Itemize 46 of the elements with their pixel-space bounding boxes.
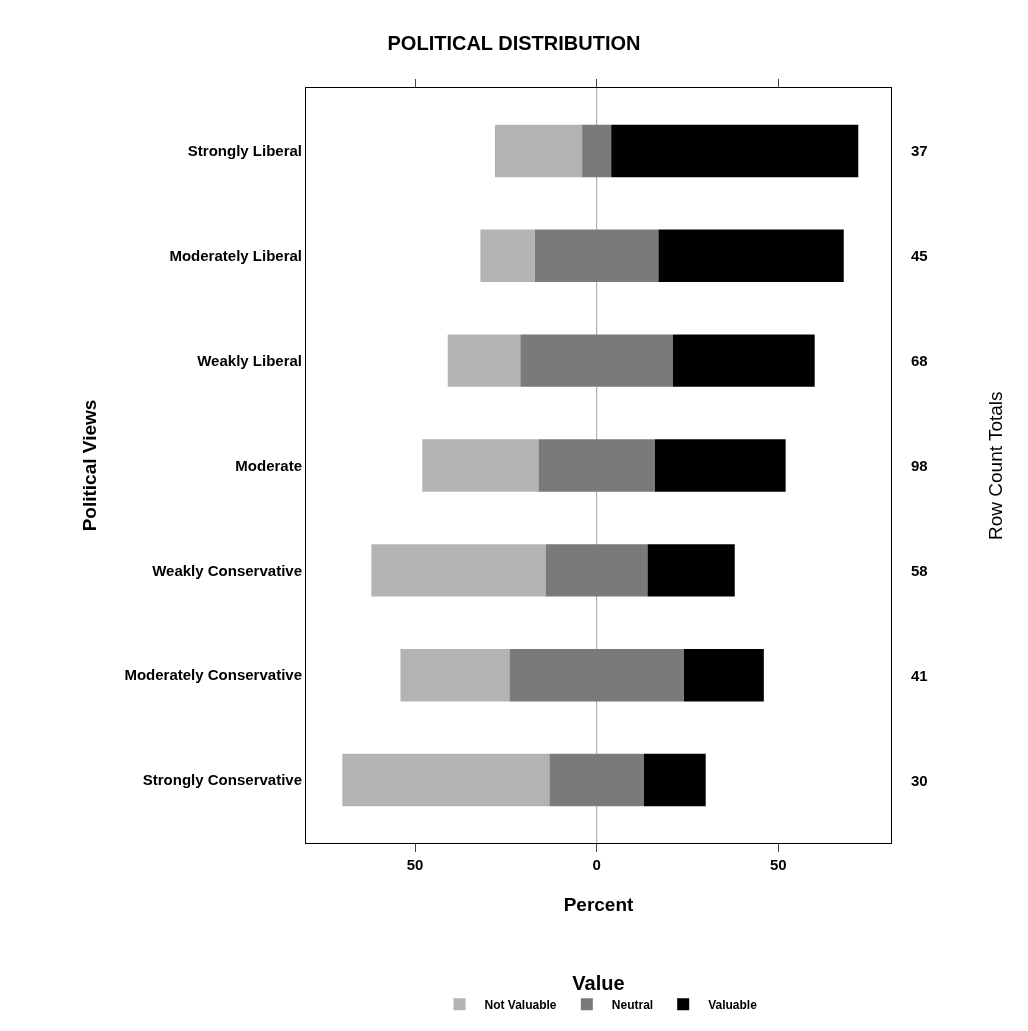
y2-axis-title: Row Count Totals (985, 391, 1006, 540)
bar (400, 649, 510, 702)
bar (534, 229, 659, 282)
bar (549, 753, 644, 807)
bar (643, 753, 706, 807)
bar (647, 544, 735, 597)
y-axis-title: Political Views (79, 399, 101, 532)
bar (683, 649, 764, 702)
legend-title: Value (572, 971, 625, 994)
y-tick-label: Strongly Liberal (187, 142, 302, 160)
y-tick-label: Weakly Conservative (152, 561, 302, 579)
bar (545, 544, 648, 597)
x-axis-title: Percent (563, 893, 635, 915)
bar (447, 334, 521, 387)
x-tick-label: 50 (770, 856, 787, 873)
chart-title: POLITICAL DISTRIBUTION (387, 32, 641, 55)
text: 30 (911, 772, 928, 789)
bar (520, 334, 673, 387)
text: 98 (911, 457, 928, 474)
x-tick-label: 0 (592, 856, 601, 873)
text: 58 (911, 562, 928, 579)
bar (494, 124, 583, 178)
bar (422, 439, 539, 492)
y-tick-label: Weakly Liberal (197, 351, 302, 369)
y-tick-label: Moderately Conservative (124, 666, 302, 684)
bar (582, 124, 612, 178)
bar (672, 334, 815, 387)
bar (611, 124, 859, 178)
legend-label: Not Valuable (484, 997, 557, 1012)
bar (538, 439, 655, 492)
bar (509, 649, 684, 702)
text: 37 (911, 142, 928, 159)
text: 41 (911, 667, 928, 684)
text: 45 (911, 247, 928, 264)
bar (480, 229, 535, 282)
y-tick-label: Moderate (235, 456, 302, 474)
legend-label: Valuable (708, 997, 758, 1012)
y-tick-label: Strongly Conservative (142, 771, 302, 789)
bar (342, 753, 550, 807)
bar (371, 544, 546, 597)
text: 68 (911, 352, 928, 369)
x-tick-label: 50 (406, 856, 424, 873)
bar (658, 229, 844, 282)
bar (654, 439, 786, 492)
y-tick-label: Moderately Liberal (169, 247, 302, 265)
legend-label: Neutral (611, 997, 654, 1012)
